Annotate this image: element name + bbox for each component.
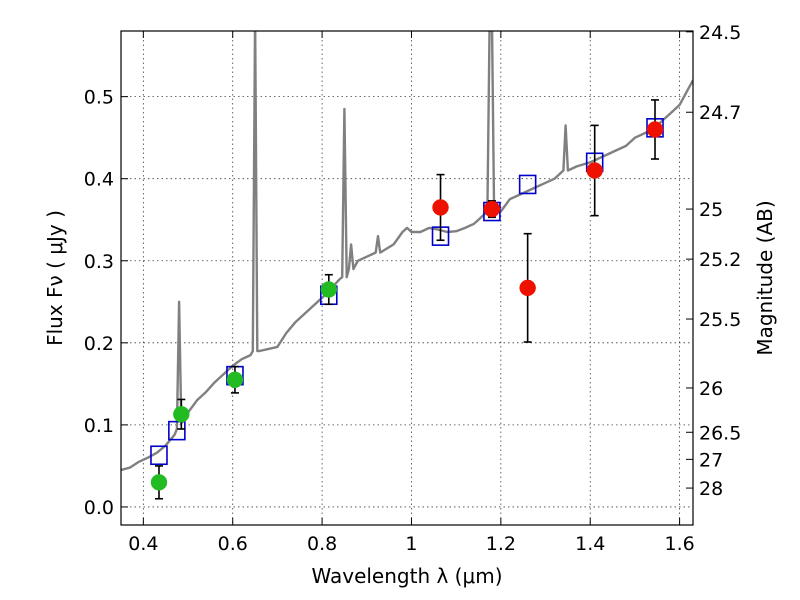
x-tick-label: 1.6 <box>664 533 694 555</box>
model-band-square <box>150 445 168 466</box>
ticks: 0.4 0.6 0.8 1 1.2 1.4 1.6 0.0 0.1 0.2 0.3 0.4 0.5 24.… <box>84 22 742 555</box>
right-tick-label: 26 <box>699 378 723 400</box>
y-tick-label: 0.0 <box>84 497 114 519</box>
y-tick-label: 0.3 <box>84 251 114 273</box>
y-axis-label: Flux Fν ( μJy ) <box>43 210 67 346</box>
right-tick-label: 28 <box>699 478 723 500</box>
x-tick-label: 1.4 <box>575 533 605 555</box>
x-tick-label: 1.2 <box>486 533 516 555</box>
plot-frame <box>120 30 694 526</box>
optical-data-point <box>226 371 244 389</box>
right-tick-label: 26.5 <box>699 422 741 444</box>
right-tick-label: 25 <box>699 199 723 221</box>
right-tick-label: 24.7 <box>699 102 741 124</box>
y-tick-label: 0.2 <box>84 333 114 355</box>
model-band-square <box>168 420 186 441</box>
right-tick-label: 25.5 <box>699 309 741 331</box>
x-tick-label: 0.8 <box>307 533 337 555</box>
nir-data-point <box>519 279 536 297</box>
optical-data-point <box>173 405 190 423</box>
plot-area <box>121 31 693 525</box>
y-tick-label: 0.1 <box>84 415 114 437</box>
x-axis-label: Wavelength λ (μm) <box>311 564 502 588</box>
right-tick-label: 25.2 <box>699 249 741 271</box>
x-tick-label: 1 <box>405 533 417 555</box>
y-tick-label: 0.5 <box>84 87 114 109</box>
right-tick-label: 27 <box>699 449 723 471</box>
right-axis-label: Magnitude (AB) <box>753 200 777 355</box>
optical-data-point <box>320 281 338 298</box>
optical-data-point <box>150 474 168 491</box>
nir-data-point <box>483 200 501 218</box>
nir-data-point <box>646 121 664 138</box>
x-tick-label: 0.6 <box>218 533 248 555</box>
model-band-square <box>518 174 537 195</box>
y-tick-label: 0.4 <box>84 169 114 191</box>
model-spectrum-line <box>121 31 693 472</box>
nir-data-point <box>432 199 449 216</box>
grid <box>121 31 693 525</box>
data-layer <box>121 31 693 500</box>
x-tick-label: 0.4 <box>128 533 158 555</box>
right-tick-label: 24.5 <box>699 22 741 44</box>
nir-data-point <box>586 162 603 179</box>
